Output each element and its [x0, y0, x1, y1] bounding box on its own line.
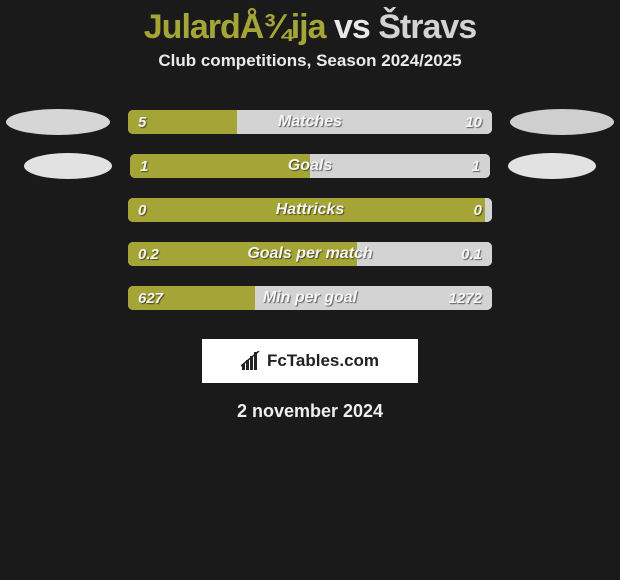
date: 2 november 2024: [0, 401, 620, 422]
stat-label: Matches: [128, 110, 492, 134]
stat-label: Goals: [130, 154, 490, 178]
stat-bar: 627Min per goal1272: [128, 286, 492, 310]
stat-bar: 1Goals1: [130, 154, 490, 178]
brand-text: FcTables.com: [267, 351, 379, 371]
stat-label: Hattricks: [128, 198, 492, 222]
stat-row: 0Hattricks0: [0, 187, 620, 233]
comparison-rows: 5Matches101Goals10Hattricks00.2Goals per…: [0, 99, 620, 321]
bars-icon: [241, 351, 263, 371]
value-right: 0: [474, 198, 482, 222]
title-player2: Štravs: [378, 8, 476, 46]
player1-oval: [24, 153, 112, 179]
value-right: 0.1: [461, 242, 482, 266]
title-vs: vs: [334, 8, 370, 46]
value-right: 1272: [449, 286, 482, 310]
player2-oval: [510, 109, 614, 135]
stat-row: 0.2Goals per match0.1: [0, 231, 620, 277]
value-right: 10: [465, 110, 482, 134]
stat-bar: 5Matches10: [128, 110, 492, 134]
stat-bar: 0Hattricks0: [128, 198, 492, 222]
page-title: JulardÅ¾ija vs Štravs: [0, 8, 620, 47]
title-player1: JulardÅ¾ija: [144, 8, 326, 46]
brand-box: FcTables.com: [202, 339, 418, 383]
stat-row: 5Matches10: [0, 99, 620, 145]
value-right: 1: [472, 154, 480, 178]
subtitle: Club competitions, Season 2024/2025: [0, 51, 620, 71]
stat-row: 1Goals1: [0, 143, 620, 189]
stat-label: Min per goal: [128, 286, 492, 310]
stat-row: 627Min per goal1272: [0, 275, 620, 321]
player1-oval: [6, 109, 110, 135]
stat-bar: 0.2Goals per match0.1: [128, 242, 492, 266]
stat-label: Goals per match: [128, 242, 492, 266]
player2-oval: [508, 153, 596, 179]
